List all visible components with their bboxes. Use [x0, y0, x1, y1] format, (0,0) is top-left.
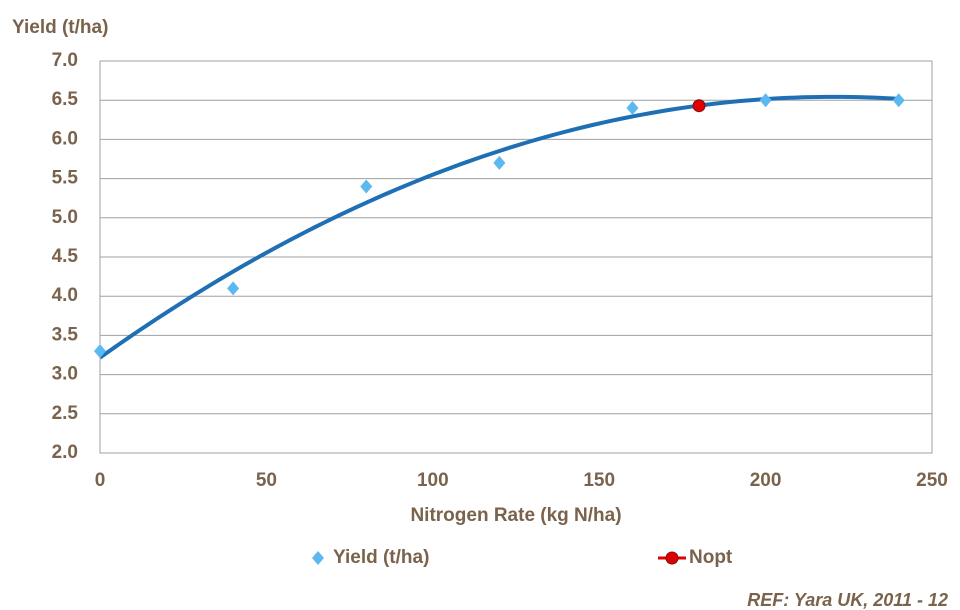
x-tick-label: 250	[916, 470, 948, 491]
y-tick-label: 6.5	[52, 89, 79, 110]
legend-label: Yield (t/ha)	[333, 547, 429, 568]
x-tick-label: 150	[583, 470, 615, 491]
y-tick-label: 4.0	[52, 285, 78, 306]
legend-marker	[312, 551, 324, 565]
y-tick-label: 3.0	[52, 364, 78, 385]
data-point	[759, 93, 772, 108]
y-tick-label: 5.5	[52, 168, 79, 189]
y-tick-label: 5.0	[52, 207, 78, 228]
source-note: REF: Yara UK, 2011 - 12	[747, 590, 948, 610]
y-tick-label: 2.0	[52, 442, 78, 463]
data-point	[360, 179, 373, 194]
trend-line	[98, 94, 899, 360]
x-tick-label: 200	[750, 470, 782, 491]
y-tick-label: 6.0	[52, 128, 78, 149]
legend-marker	[665, 551, 679, 565]
data-point	[692, 99, 706, 113]
y-tick-label: 7.0	[52, 50, 78, 71]
y-tick-label: 2.5	[52, 403, 79, 424]
y-axis-title: Yield (t/ha)	[12, 17, 108, 38]
x-axis-title: Nitrogen Rate (kg N/ha)	[410, 505, 621, 526]
x-tick-label: 0	[95, 470, 106, 491]
x-tick-label: 50	[256, 470, 277, 491]
data-point	[892, 93, 905, 108]
data-point	[94, 344, 106, 359]
legend-label: Nopt	[689, 547, 733, 568]
y-tick-label: 4.5	[52, 246, 79, 267]
y-tick-label: 3.5	[52, 324, 79, 345]
data-point	[227, 281, 240, 296]
x-tick-label: 100	[417, 470, 449, 491]
data-point	[493, 155, 506, 170]
data-point	[626, 101, 639, 116]
